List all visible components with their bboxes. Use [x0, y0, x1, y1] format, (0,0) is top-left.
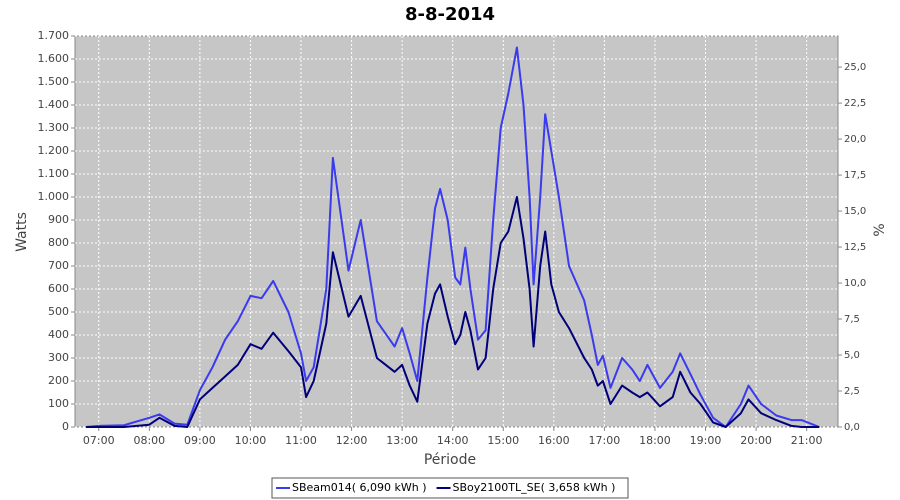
y-tick-label: 500 — [48, 305, 69, 318]
y-tick-label: 800 — [48, 236, 69, 249]
x-tick-label: 17:00 — [589, 434, 621, 447]
legend-label: SBeam014( 6,090 kWh ) — [292, 481, 427, 494]
y-tick-label: 1.100 — [38, 167, 70, 180]
y-tick-label: 1.700 — [38, 29, 70, 42]
x-tick-label: 19:00 — [690, 434, 722, 447]
y-tick-label: 600 — [48, 282, 69, 295]
x-tick-label: 11:00 — [285, 434, 317, 447]
y2-tick-label: 5,0 — [844, 350, 860, 361]
y-tick-label: 1.600 — [38, 52, 70, 65]
y2-tick-label: 2,5 — [844, 386, 860, 397]
x-tick-label: 13:00 — [386, 434, 418, 447]
y-tick-label: 1.000 — [38, 190, 70, 203]
x-tick-label: 10:00 — [235, 434, 267, 447]
series-line — [86, 196, 820, 428]
y-tick-label: 700 — [48, 259, 69, 272]
y2-tick-label: 22,5 — [844, 98, 866, 109]
y2-tick-label: 17,5 — [844, 170, 866, 181]
y-tick-label: 0 — [62, 420, 69, 433]
x-tick-label: 20:00 — [740, 434, 772, 447]
y-tick-label: 900 — [48, 213, 69, 226]
y2-tick-label: 25,0 — [844, 62, 866, 73]
y-tick-label: 100 — [48, 397, 69, 410]
y-tick-label: 400 — [48, 328, 69, 341]
y-tick-label: 1.300 — [38, 121, 70, 134]
x-tick-label: 07:00 — [83, 434, 115, 447]
x-tick-label: 14:00 — [437, 434, 469, 447]
y2-tick-label: 10,0 — [844, 278, 866, 289]
y2-axis-title: % — [872, 223, 888, 236]
x-tick-label: 12:00 — [336, 434, 368, 447]
y2-tick-label: 12,5 — [844, 242, 866, 253]
x-tick-label: 09:00 — [184, 434, 216, 447]
y-axis-title: Watts — [14, 212, 30, 252]
x-tick-label: 18:00 — [639, 434, 671, 447]
plot-area — [74, 35, 839, 428]
x-tick-label: 08:00 — [133, 434, 165, 447]
chart-title: 8-8-2014 — [405, 4, 495, 25]
x-tick-label: 21:00 — [791, 434, 823, 447]
y2-tick-label: 0,0 — [844, 422, 860, 433]
series-line — [86, 46, 820, 428]
y-tick-label: 300 — [48, 351, 69, 364]
y-tick-label: 1.400 — [38, 98, 70, 111]
y2-tick-label: 20,0 — [844, 134, 866, 145]
y-tick-label: 1.500 — [38, 75, 70, 88]
y-tick-label: 1.200 — [38, 144, 70, 157]
x-axis-title: Période — [424, 452, 476, 468]
y2-tick-label: 15,0 — [844, 206, 866, 217]
legend-label: SBoy2100TL_SE( 3,658 kWh ) — [453, 481, 616, 494]
y2-tick-label: 7,5 — [844, 314, 860, 325]
legend: SBeam014( 6,090 kWh ) SBoy2100TL_SE( 3,65… — [271, 477, 629, 499]
x-tick-label: 16:00 — [538, 434, 570, 447]
x-tick-label: 15:00 — [487, 434, 519, 447]
y-tick-label: 200 — [48, 374, 69, 387]
